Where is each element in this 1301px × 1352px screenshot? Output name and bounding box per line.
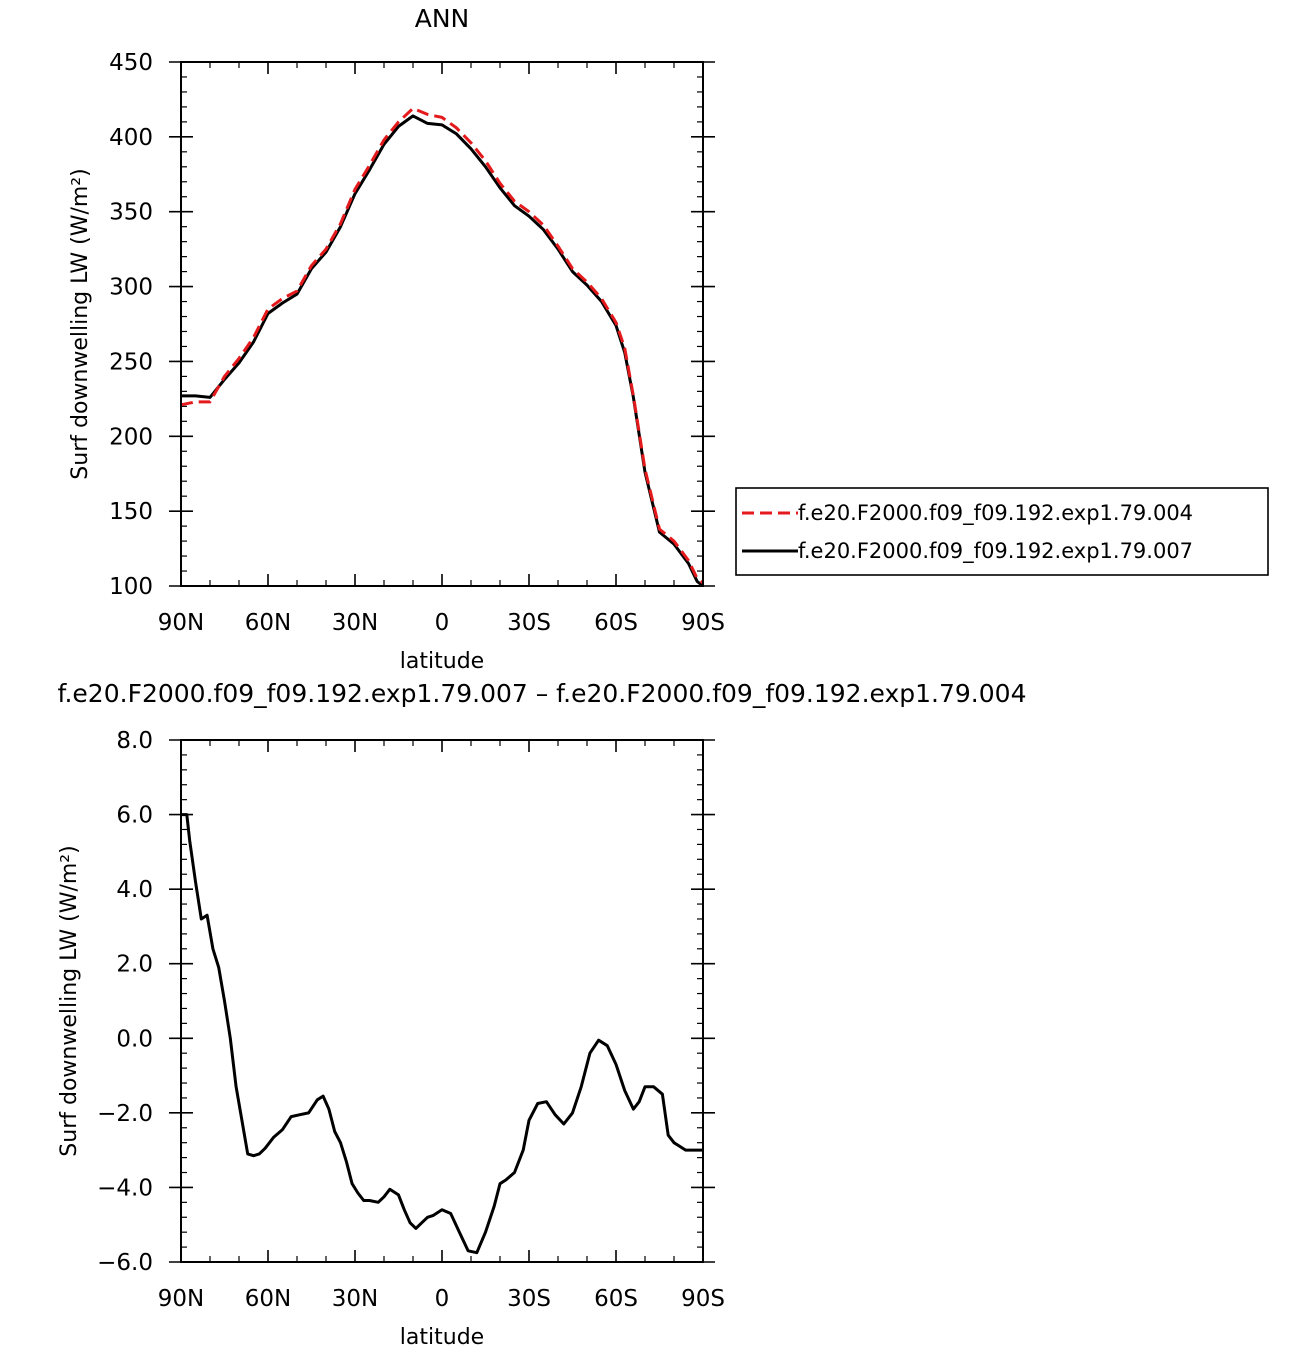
top-panel-y-tick-label: 450 <box>109 50 153 76</box>
bottom-panel-x-tick-label: 30N <box>332 1286 378 1312</box>
bottom-panel-x-tick-label: 60N <box>245 1286 291 1312</box>
top-panel-series-line-1 <box>181 114 704 588</box>
top-panel-x-tick-labels: 90N 60N 30N 0 30S 60S 90S <box>158 610 725 636</box>
top-panel-x-tick-label: 60N <box>245 610 291 636</box>
bottom-panel-y-tick-label: 2.0 <box>116 952 153 978</box>
top-panel-y-tick-label: 350 <box>109 200 153 226</box>
bottom-panel-x-axis-label: latitude <box>400 1325 484 1350</box>
bottom-panel-plot-frame <box>180 739 704 1263</box>
top-panel-y-tick-label: 400 <box>109 125 153 151</box>
bottom-panel: f.e20.F2000.f09_f09.192.exp1.79.007 – f.… <box>57 679 1026 1350</box>
bottom-panel-title: f.e20.F2000.f09_f09.192.exp1.79.007 – f.… <box>58 679 1027 708</box>
bottom-panel-y-tick-label: −2.0 <box>97 1101 153 1127</box>
bottom-panel-y-tick-label: 4.0 <box>116 877 153 903</box>
top-panel-y-axis-label: Surf downwelling LW (W/m²) <box>68 168 93 479</box>
top-panel-plot-frame <box>180 61 704 587</box>
bottom-panel-x-tick-label: 0 <box>435 1286 450 1312</box>
top-panel-y-tick-label: 100 <box>109 574 153 600</box>
top-panel-y-tick-label: 150 <box>109 499 153 525</box>
bottom-panel-y-tick-label: 8.0 <box>116 728 153 754</box>
bottom-panel-y-axis-label: Surf downwelling LW (W/m²) <box>57 845 82 1156</box>
bottom-panel-series-line-0 <box>181 813 703 1255</box>
legend-label-series-007: f.e20.F2000.f09_f09.192.exp1.79.007 <box>798 539 1193 564</box>
top-panel-y-tick-label: 200 <box>109 424 153 450</box>
top-panel-x-tick-label: 90S <box>681 610 725 636</box>
top-panel-y-tick-labels: 100 150 200 250 300 350 400 450 <box>109 50 153 600</box>
bottom-panel-y-tick-labels: −6.0 −4.0 −2.0 0.0 2.0 4.0 6.0 8.0 <box>97 728 153 1276</box>
legend-box <box>735 487 1269 576</box>
bottom-panel-series <box>181 813 703 1255</box>
top-panel-x-tick-label: 90N <box>158 610 204 636</box>
top-panel-series <box>180 106 704 588</box>
top-panel-title: ANN <box>415 4 470 33</box>
top-panel-y-tick-label: 250 <box>109 349 153 375</box>
bottom-panel-x-tick-label: 30S <box>507 1286 551 1312</box>
bottom-panel-ticks <box>169 739 715 1263</box>
top-panel-x-axis-label: latitude <box>400 649 484 674</box>
top-panel: ANN 90N 60N 30N 0 30S 60S 90S 100 150 200 250 300 3… <box>68 4 725 674</box>
bottom-panel-y-tick-label: 6.0 <box>116 803 153 829</box>
top-panel-y-tick-label: 300 <box>109 275 153 301</box>
bottom-panel-y-tick-label: −4.0 <box>97 1175 153 1201</box>
top-panel-ticks <box>169 61 715 587</box>
top-panel-x-tick-label: 30N <box>332 610 378 636</box>
top-panel-x-tick-label: 60S <box>594 610 638 636</box>
bottom-panel-x-tick-label: 90S <box>681 1286 725 1312</box>
bottom-panel-x-tick-labels: 90N 60N 30N 0 30S 60S 90S <box>158 1286 725 1312</box>
top-panel-series-line-0 <box>180 106 704 585</box>
legend-label-series-004: f.e20.F2000.f09_f09.192.exp1.79.004 <box>798 501 1193 526</box>
bottom-panel-x-tick-label: 60S <box>594 1286 638 1312</box>
bottom-panel-x-tick-label: 90N <box>158 1286 204 1312</box>
legend: f.e20.F2000.f09_f09.192.exp1.79.004 f.e2… <box>735 487 1269 576</box>
bottom-panel-y-tick-label: 0.0 <box>116 1026 153 1052</box>
bottom-panel-y-tick-label: −6.0 <box>97 1250 153 1276</box>
top-panel-x-tick-label: 0 <box>435 610 450 636</box>
top-panel-x-tick-label: 30S <box>507 610 551 636</box>
